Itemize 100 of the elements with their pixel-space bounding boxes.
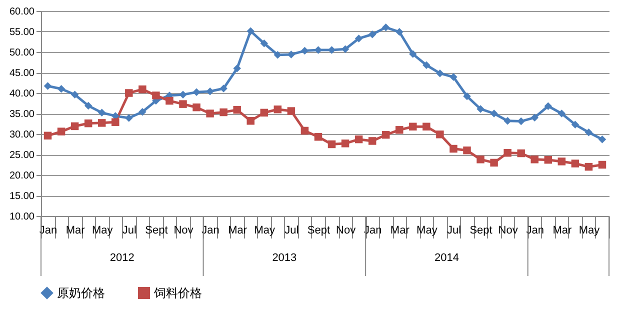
point [314,132,322,141]
point [476,156,484,164]
point [422,61,430,69]
point [422,122,430,130]
point [517,149,525,158]
point [179,90,187,99]
x-tick-label: May [92,224,114,236]
point [558,158,566,166]
point [112,118,120,126]
point [206,87,214,96]
point [463,146,471,154]
point [530,114,538,122]
point [125,89,133,97]
y-tick-label: 40.00 [9,88,35,100]
point [220,84,228,92]
x-tick-label: Mar [228,224,248,236]
point [354,34,363,42]
point [287,50,296,58]
point [260,108,268,117]
point [476,105,484,113]
x-tick-label: Sept [470,224,492,236]
point [382,24,390,32]
point [125,114,133,122]
point [287,107,296,115]
point [436,130,444,138]
x-tick-label: Mar [552,224,572,236]
legend-label: 饲料价格 [153,286,202,300]
y-tick-label: 45.00 [9,68,35,79]
point [98,108,106,117]
point [490,110,498,118]
point [558,110,566,118]
point [138,108,146,116]
point [44,82,52,90]
text: 2013 [272,252,297,264]
point [300,46,309,55]
x-tick-label: May [254,224,276,236]
x-tick-label: Nov [336,224,356,236]
point [44,132,52,140]
point [206,110,214,118]
x-tick-label: Jan [526,224,544,236]
point [490,158,498,167]
point [233,106,241,114]
x-tick-label: Nov [174,224,194,236]
point [396,126,404,134]
x-tick-label: Mar [390,224,410,236]
point [341,140,350,148]
point [368,137,376,145]
text: 2012 [110,252,134,264]
point [84,102,92,110]
point [571,160,580,168]
point [598,160,606,169]
x-tick-label: Sept [145,224,168,236]
point [598,135,606,144]
x-tick-label: Jul [284,224,299,236]
legend-label: 原奶价格 [57,286,105,300]
x-tick-label: May [578,224,600,236]
point [571,120,580,128]
point [382,130,390,139]
point [328,140,336,148]
x-tick-label: May [416,224,438,236]
point [260,40,268,48]
point [409,50,417,58]
y-tick-label: 50.00 [9,48,35,58]
point [409,122,417,130]
point [544,156,552,164]
point [300,126,309,135]
point [84,119,92,128]
x-tick-label: Jan [202,224,220,236]
point [274,106,282,114]
point [396,28,404,36]
point [450,73,458,81]
y-tick-label: 10.00 [9,212,35,222]
point [544,102,552,110]
point [584,128,593,136]
point [192,88,200,96]
point [233,64,241,72]
y-tick-label: 20.00 [9,170,35,182]
point [57,85,66,93]
point [179,100,187,108]
y-tick-label: 30.00 [9,130,35,140]
x-tick-label: Sept [307,224,330,236]
x-tick-label: Jan [39,224,58,236]
point [530,156,538,164]
y-tick-label: 55.00 [9,27,35,38]
point [463,92,471,100]
point [70,122,79,130]
point [436,69,444,78]
x-tick-label: Nov [498,224,518,236]
point [70,90,79,99]
point [57,128,66,136]
point [246,117,254,125]
point [192,103,200,112]
y-tick-label: 25.00 [9,150,35,161]
point [504,148,512,157]
point [166,96,174,105]
point [450,144,458,153]
point [138,85,146,94]
point [368,30,376,38]
point [341,45,350,54]
point [98,119,106,127]
